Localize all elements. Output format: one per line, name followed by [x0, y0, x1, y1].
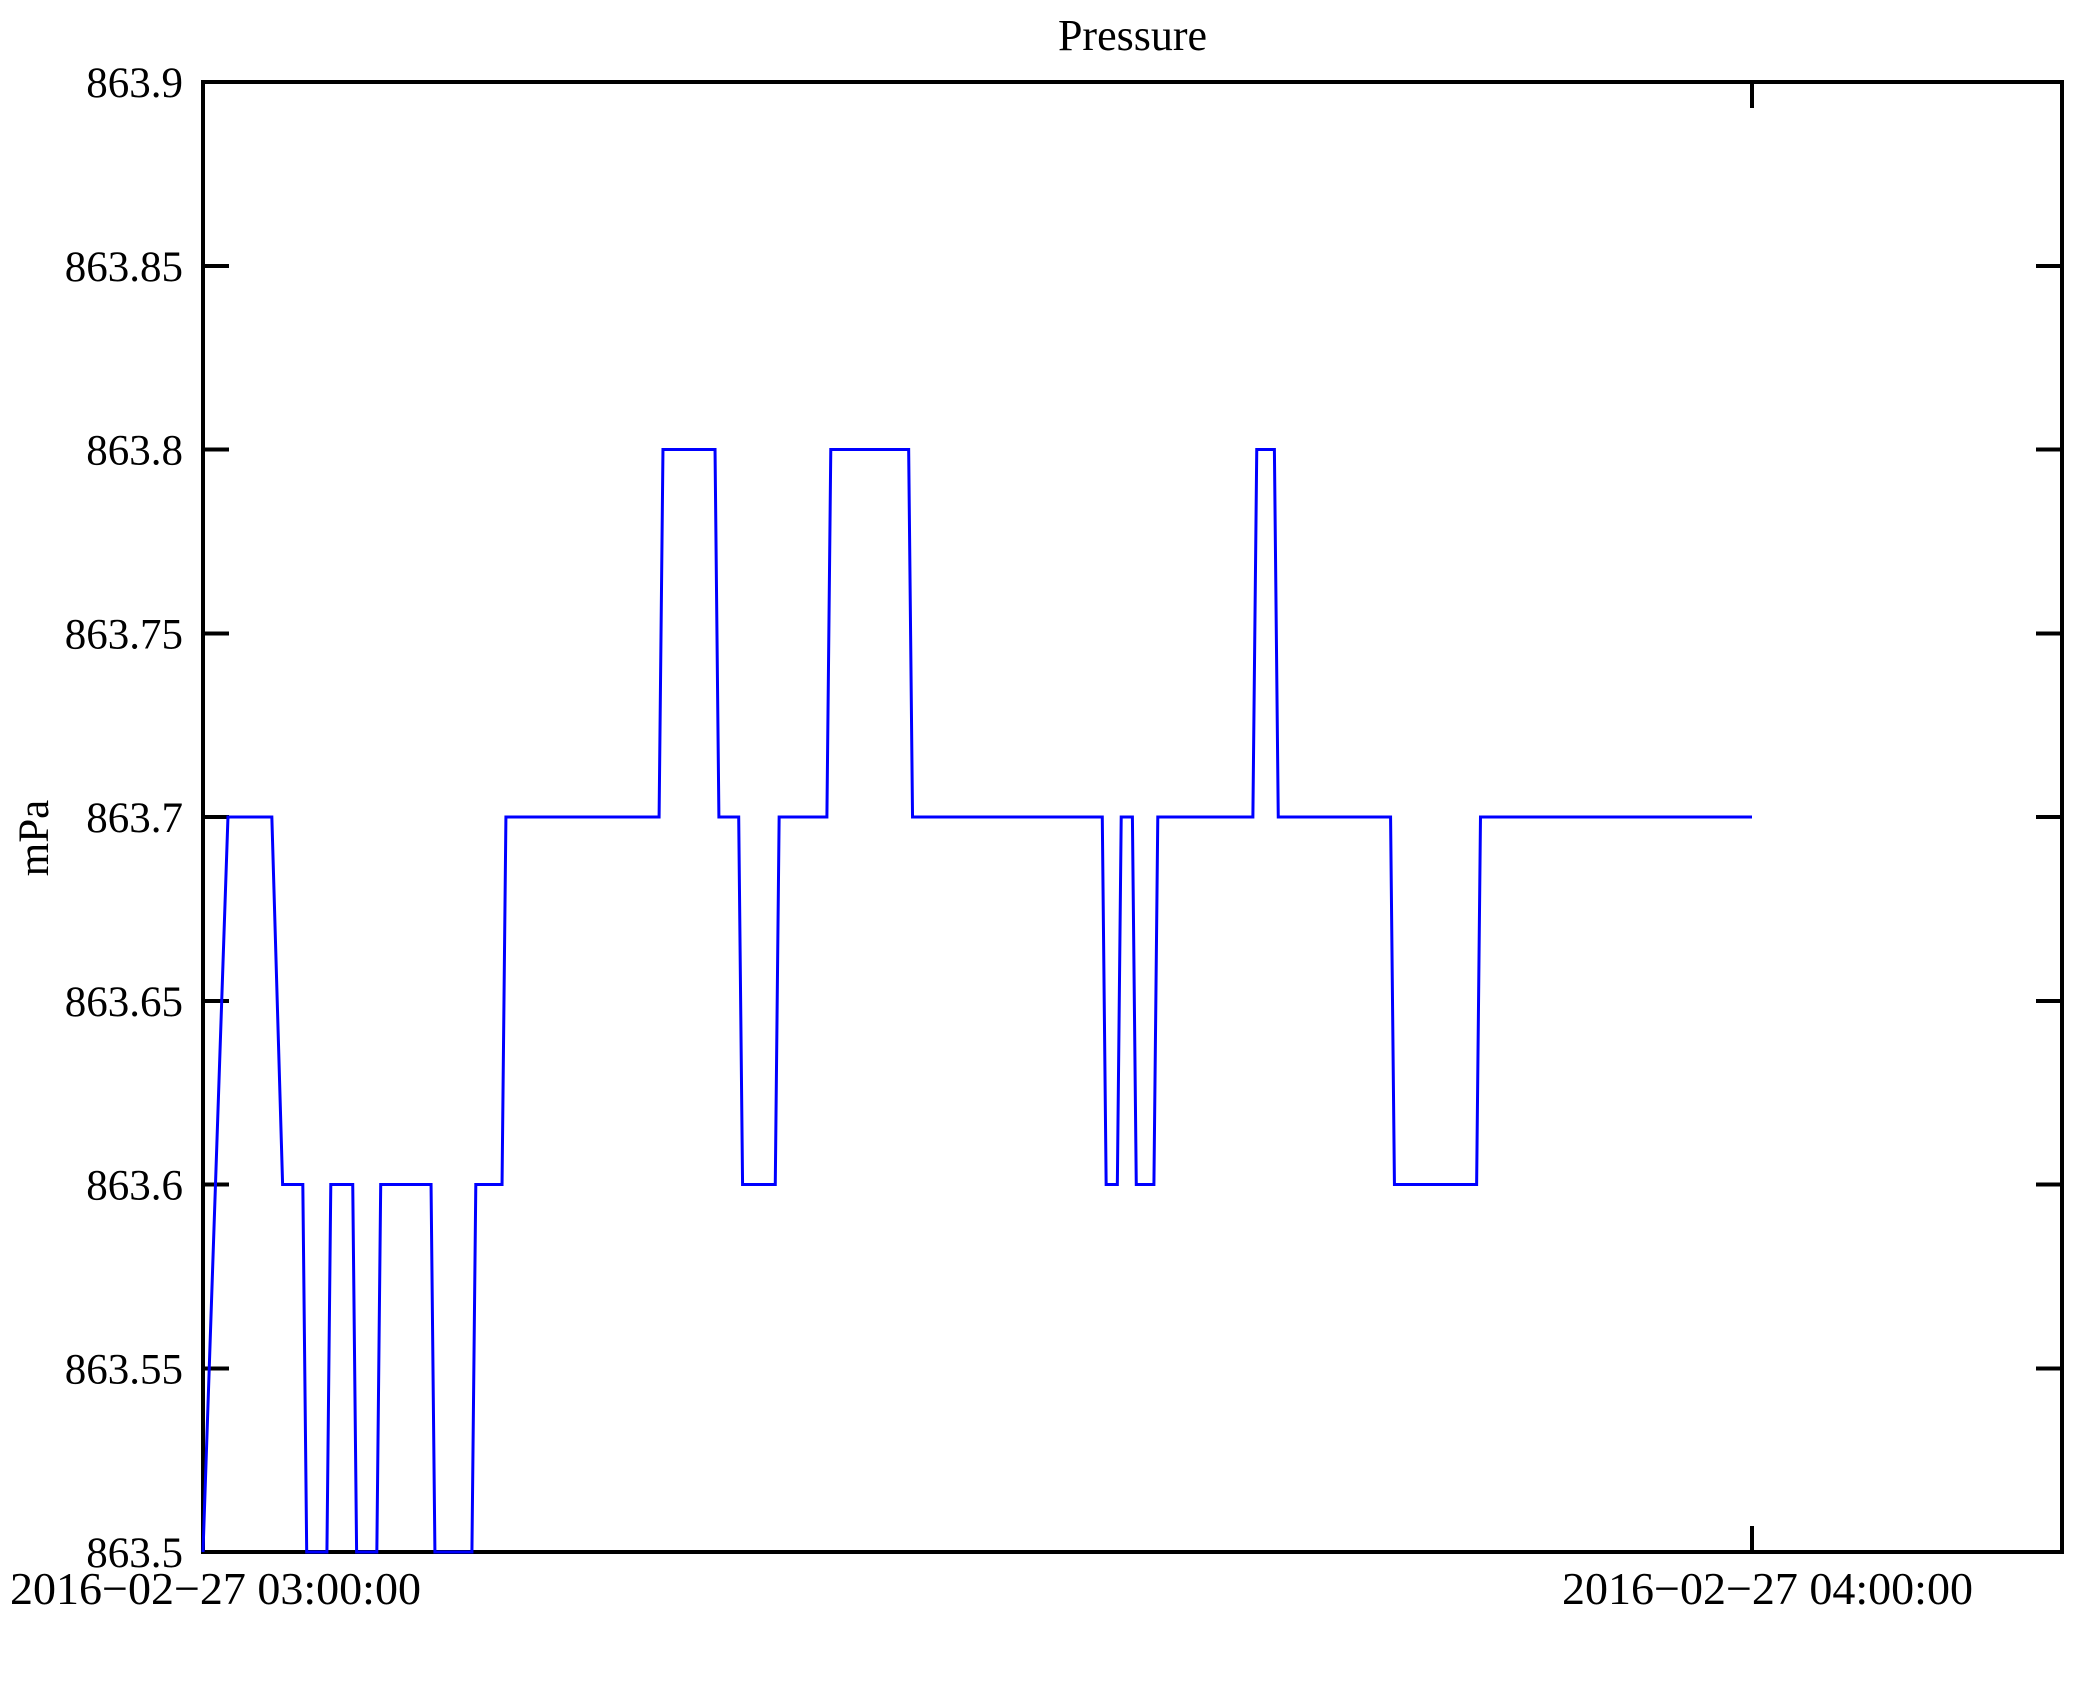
- plot-frame: [201, 80, 2064, 1554]
- x-tick-label-start-wrap: 2016−02−27 03:00:00: [10, 1562, 421, 1615]
- y-tick-label: 863.7: [86, 795, 183, 842]
- y-tick-label: 863.85: [65, 244, 183, 291]
- x-tick-label-end: 2016−02−27 04:00:00: [1562, 1563, 1973, 1614]
- y-axis-label: mPa: [11, 800, 58, 876]
- x-tick-label-end-wrap: 2016−02−27 04:00:00: [1562, 1562, 1973, 1615]
- x-tick-label-start: 2016−02−27 03:00:00: [10, 1563, 421, 1614]
- y-tick-label: 863.5: [86, 1530, 183, 1577]
- y-tick-label: 863.75: [65, 611, 183, 658]
- y-tick-label: 863.65: [65, 979, 183, 1026]
- y-tick-label: 863.6: [86, 1163, 183, 1210]
- y-tick-label: 863.8: [86, 428, 183, 475]
- y-tick-label: 863.9: [86, 60, 183, 107]
- y-tick-label: 863.55: [65, 1346, 183, 1393]
- chart-title: Pressure: [1058, 11, 1207, 60]
- y-tick-labels: 863.9 863.85 863.8 863.75 863.7 863.65 863.6 86…: [65, 60, 183, 1577]
- y-tick-marks: [203, 263, 2062, 1371]
- pressure-series-line: [201, 448, 1752, 1554]
